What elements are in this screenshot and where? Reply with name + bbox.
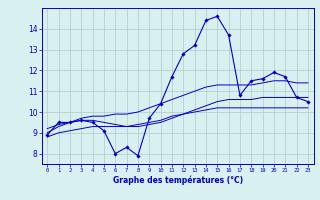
X-axis label: Graphe des températures (°C): Graphe des températures (°C) <box>113 176 243 185</box>
